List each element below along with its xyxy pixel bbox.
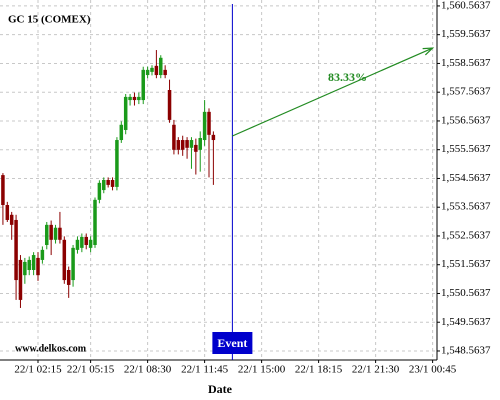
candle-body [88,239,93,248]
y-tick-label: 1,553.5637 [441,201,491,213]
candle-body [185,140,189,148]
candle-body [106,180,110,185]
candle-body [176,140,181,150]
x-tick-label: 22/1 02:15 [14,364,62,376]
candle-body [58,227,62,240]
y-tick-label: 1,556.5637 [441,114,491,126]
candle-body [9,214,14,225]
event-label: Event [217,336,247,350]
candle-body [5,205,10,220]
arrow-label: 83.33% [328,70,367,84]
x-tick-label: 23/1 00:45 [409,364,457,376]
candle-body [167,90,172,120]
candle-body [14,219,18,281]
x-tick-label: 22/1 08:30 [124,364,172,376]
y-tick-label: 1,550.5637 [441,287,491,299]
candle-body [207,111,211,135]
x-tick-label: 22/1 18:15 [295,364,343,376]
candle-body [1,175,5,206]
y-tick-label: 1,549.5637 [441,316,491,328]
candle-body [172,124,176,150]
candle-body [66,270,71,285]
candle-body [132,96,137,101]
candle-body [123,96,128,130]
candle-body [23,261,27,276]
candle-body [119,124,124,141]
x-tick-label: 22/1 11:45 [181,364,228,376]
candle-body [154,65,159,76]
y-tick-label: 1,548.5637 [441,345,491,357]
candle-body [194,144,198,152]
y-tick-label: 1,558.5637 [441,57,491,69]
candle-body [36,257,40,276]
arrow-head [422,47,435,56]
candle-body [49,224,53,240]
candle-body [145,69,150,76]
candle-body [159,57,163,76]
candle-body [128,96,132,101]
candle-body [71,247,75,281]
candle-body [180,140,185,150]
candle-body [62,239,67,281]
x-tick-label: 22/1 05:15 [67,364,115,376]
forecast-arrow [232,47,433,137]
candle-body [53,227,58,240]
candle-body [40,249,45,260]
candle-body [31,255,36,270]
y-tick-label: 1,551.5637 [441,258,491,270]
x-tick-label: 22/1 15:00 [238,364,286,376]
candle-body [75,239,80,250]
candle-body [97,182,102,200]
chart-title: GC 15 (COMEX) [8,14,91,26]
candle-body [198,138,202,150]
candle-body [115,140,119,187]
candle-body [137,96,141,101]
candle-body [84,236,88,245]
candle-body [93,199,97,245]
candle-body [141,69,145,101]
y-tick-label: 1,552.5637 [441,229,491,241]
x-tick-label: 22/1 21:30 [352,364,400,376]
y-tick-label: 1,560.5637 [441,0,491,11]
candle-body [45,224,49,245]
y-tick-label: 1,554.5637 [441,172,491,184]
y-tick-label: 1,559.5637 [441,28,491,40]
y-tick-label: 1,555.5637 [441,143,491,155]
watermark: www.delkos.com [15,343,87,354]
y-tick-label: 1,557.5637 [441,86,491,98]
candle-body [150,67,154,72]
candle-body [163,69,167,76]
candle-body [211,134,216,141]
candle-body [102,180,106,191]
candle-body [27,259,31,270]
candle-body [110,180,115,187]
x-axis-title: Date [208,382,233,396]
candle-body [202,111,207,141]
candle-body [18,259,23,300]
candle-body [80,236,84,248]
event-label-box [212,332,253,354]
candle-body [189,140,194,148]
